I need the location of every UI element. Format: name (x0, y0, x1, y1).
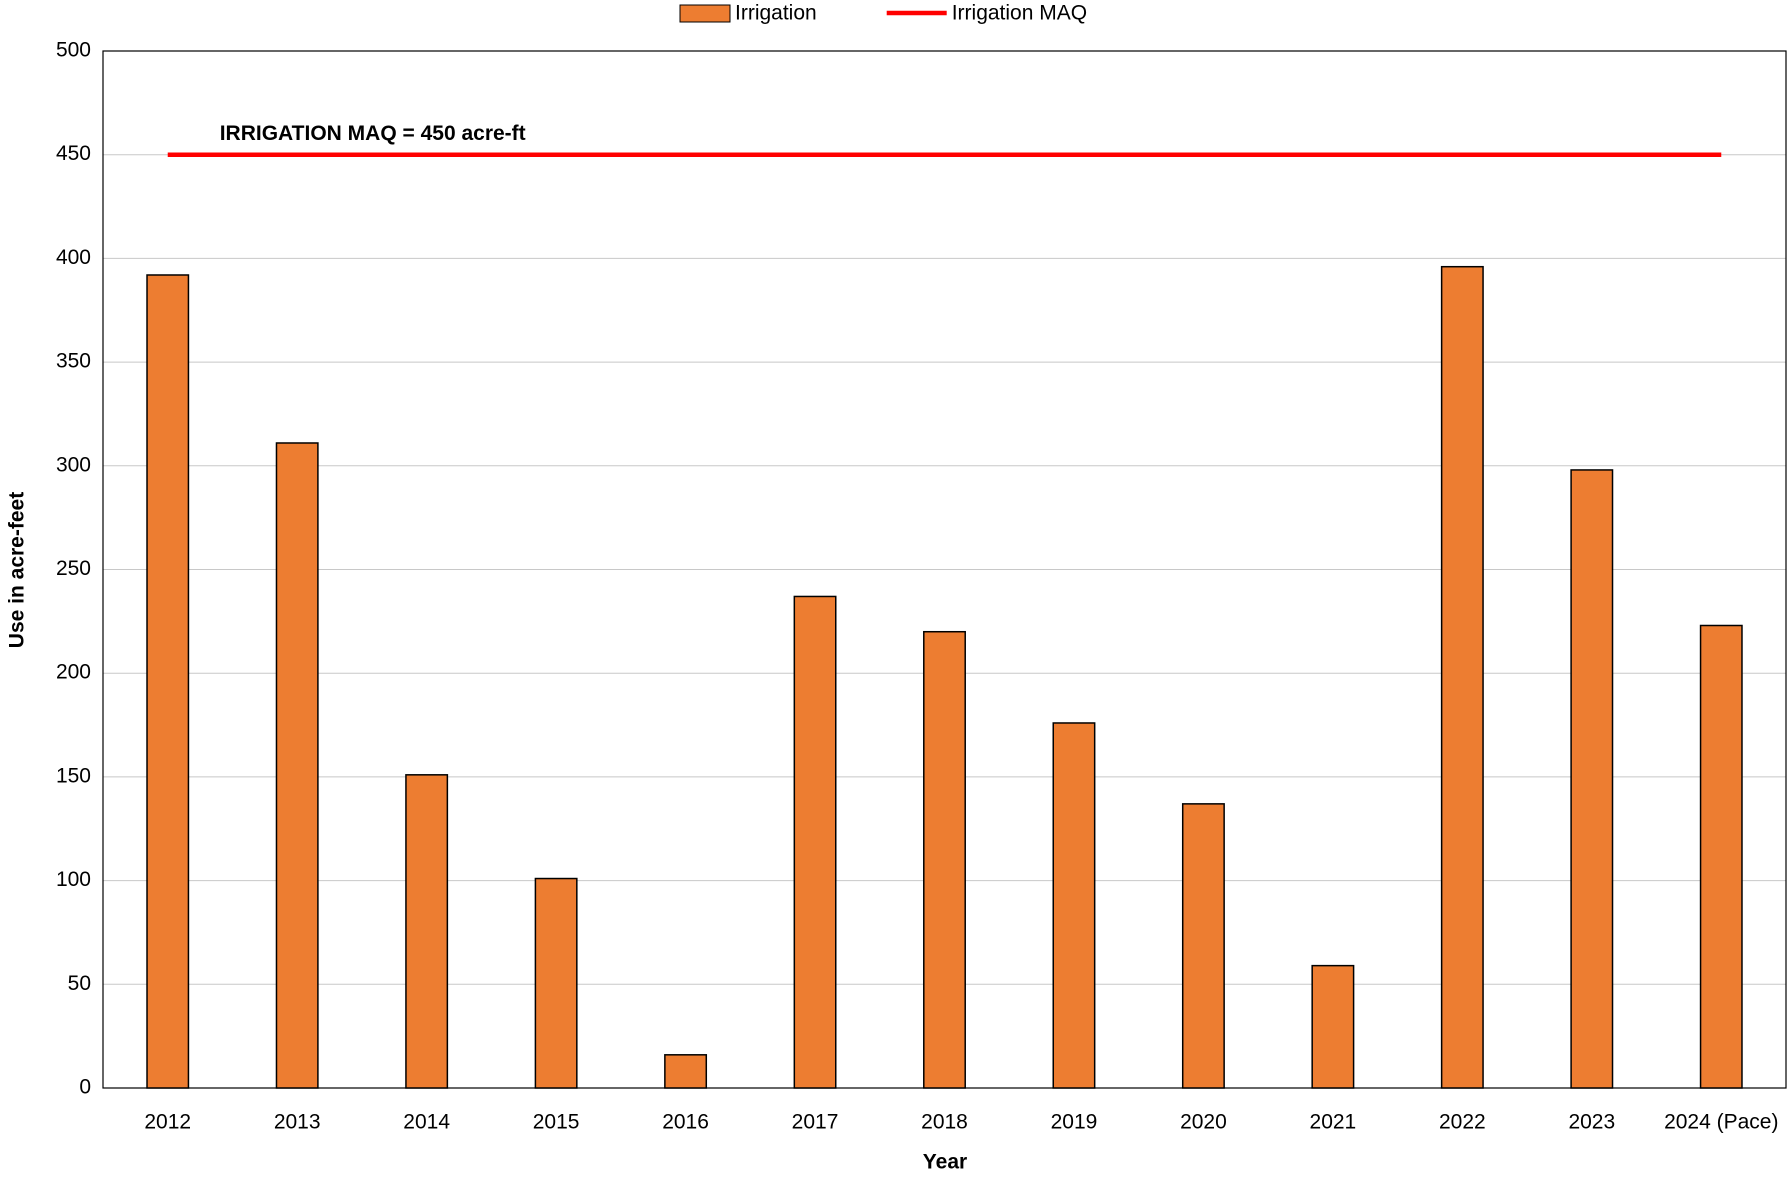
legend-swatch (679, 4, 731, 23)
y-tick-label: 500 (56, 39, 91, 62)
x-tick-label: 2017 (792, 1111, 839, 1134)
bar (923, 630, 966, 1089)
y-tick-label: 250 (56, 557, 91, 580)
bar (146, 274, 190, 1089)
annotation: IRRIGATION MAQ = 450 acre-ft (220, 122, 526, 145)
y-tick-label: 150 (56, 764, 91, 787)
bar (534, 877, 578, 1089)
y-tick-label: 450 (56, 142, 91, 165)
x-tick-label: 2015 (533, 1111, 580, 1134)
bar (793, 595, 837, 1089)
y-tick-label: 350 (56, 350, 91, 373)
x-tick-label: 2013 (274, 1111, 321, 1134)
bar (1052, 722, 1096, 1089)
y-axis-title: Use in acre-feet (6, 492, 29, 648)
x-tick-label: 2023 (1568, 1111, 1615, 1134)
y-tick-label: 300 (56, 453, 91, 476)
x-tick-label: 2014 (403, 1111, 450, 1134)
bar (405, 774, 449, 1089)
x-tick-label: 2019 (1051, 1111, 1098, 1134)
x-tick-label: 2024 (Pace) (1664, 1111, 1778, 1134)
legend-label: Irrigation (735, 2, 817, 25)
x-tick-label: 2018 (921, 1111, 968, 1134)
y-tick-label: 100 (56, 868, 91, 891)
legend-label: Irrigation MAQ (952, 2, 1087, 25)
bar (1181, 803, 1225, 1089)
y-tick-label: 50 (68, 972, 91, 995)
bar (1570, 469, 1614, 1089)
x-tick-label: 2016 (662, 1111, 709, 1134)
bar (664, 1054, 708, 1089)
bar (1440, 265, 1484, 1089)
x-tick-label: 2012 (144, 1111, 191, 1134)
bar (275, 442, 319, 1089)
y-tick-label: 0 (79, 1076, 91, 1099)
x-axis-title: Year (923, 1151, 967, 1174)
bar (1311, 964, 1355, 1089)
x-tick-label: 2022 (1439, 1111, 1486, 1134)
y-tick-label: 400 (56, 246, 91, 269)
bar (1699, 624, 1743, 1089)
x-tick-label: 2021 (1310, 1111, 1357, 1134)
x-tick-label: 2020 (1180, 1111, 1227, 1134)
y-tick-label: 200 (56, 661, 91, 684)
